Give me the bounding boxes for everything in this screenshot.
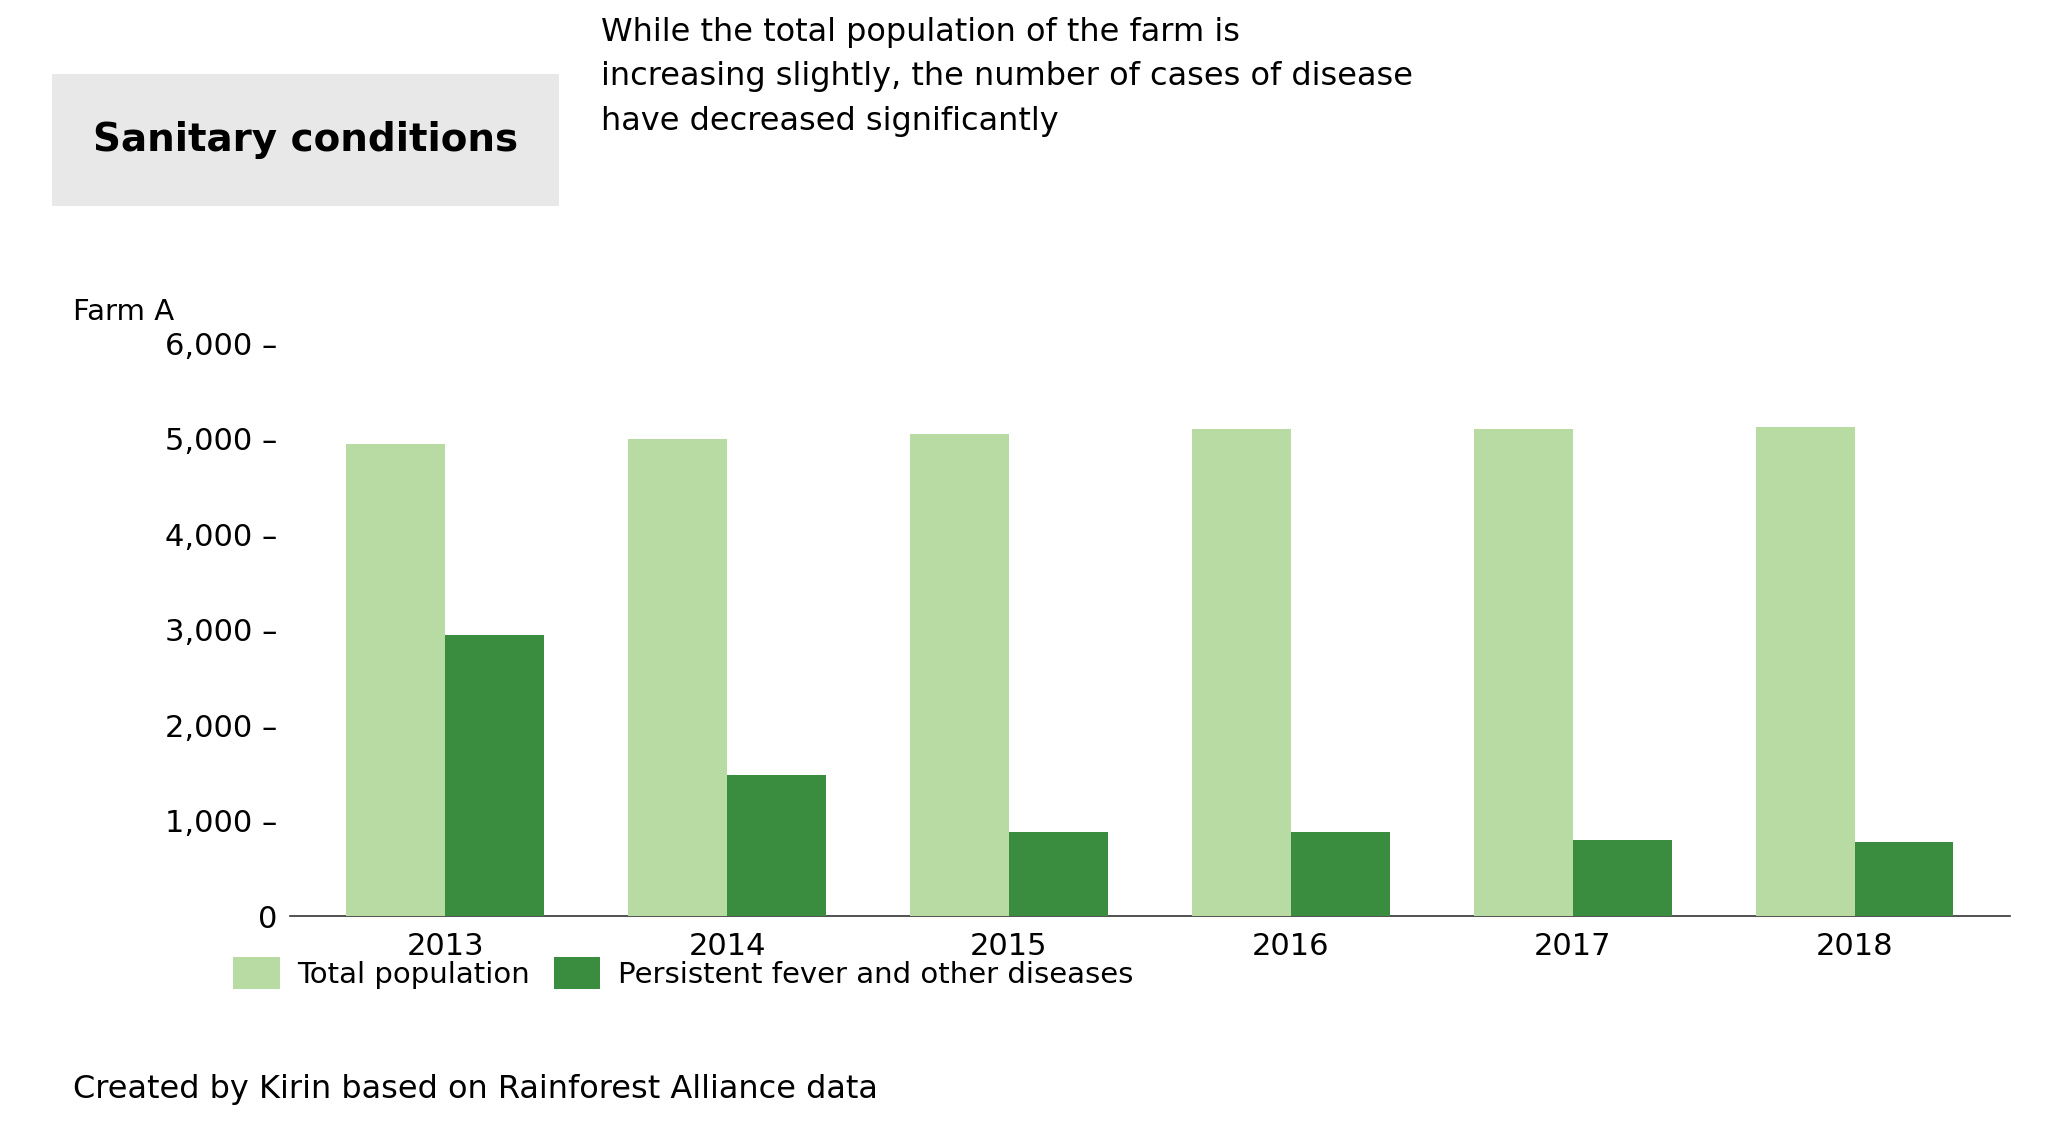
Bar xyxy=(1009,832,1109,916)
Text: Farm A: Farm A xyxy=(73,299,174,326)
Bar xyxy=(727,775,827,916)
Bar xyxy=(445,634,543,916)
Text: Created by Kirin based on Rainforest Alliance data: Created by Kirin based on Rainforest All… xyxy=(73,1074,876,1105)
Bar xyxy=(1191,429,1291,916)
Text: While the total population of the farm is
increasing slightly, the number of cas: While the total population of the farm i… xyxy=(601,17,1413,136)
FancyBboxPatch shape xyxy=(10,64,601,216)
Bar xyxy=(1473,429,1573,916)
Bar xyxy=(346,443,445,916)
Bar xyxy=(1757,427,1854,916)
Text: Sanitary conditions: Sanitary conditions xyxy=(93,121,518,159)
Bar xyxy=(1291,832,1390,916)
Bar xyxy=(1854,842,1954,916)
Bar xyxy=(1573,839,1672,916)
Bar xyxy=(910,434,1009,916)
Legend: Total population, Persistent fever and other diseases: Total population, Persistent fever and o… xyxy=(222,946,1146,1001)
Bar xyxy=(628,439,727,916)
